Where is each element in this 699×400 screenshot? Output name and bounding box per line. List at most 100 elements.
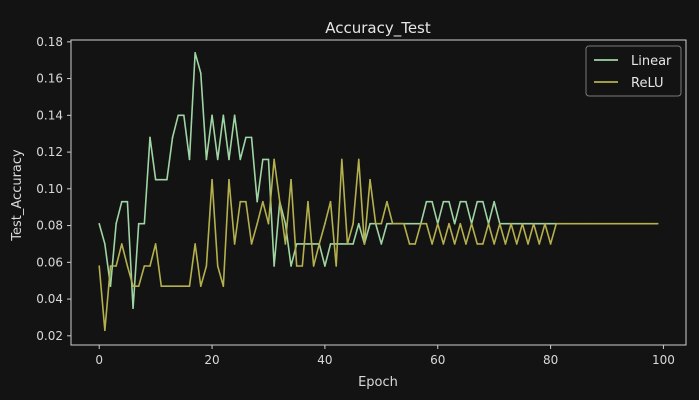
data-point-relu (397, 222, 400, 225)
data-point-relu (341, 158, 343, 161)
data-point-relu (606, 222, 608, 225)
data-point-relu (120, 243, 123, 245)
data-point-relu (611, 222, 614, 225)
data-point-relu (589, 222, 591, 225)
data-point-relu (420, 222, 422, 225)
y-tick-label: 0.14 (36, 108, 63, 122)
data-point-relu (171, 285, 174, 288)
data-point-linear (442, 200, 445, 203)
legend-label-relu: ReLU (631, 76, 664, 91)
y-tick-label: 0.08 (36, 219, 63, 233)
data-point-linear (504, 222, 507, 225)
data-point-relu (493, 243, 495, 245)
data-point-linear (222, 114, 225, 117)
data-point-linear (431, 200, 433, 203)
data-point-relu (363, 243, 366, 245)
data-point-linear (341, 243, 343, 245)
data-point-linear (171, 136, 174, 139)
data-point-relu (352, 222, 354, 225)
series-relu (98, 158, 659, 332)
y-tick-label: 0.02 (36, 329, 63, 343)
data-point-linear (126, 200, 129, 203)
data-point-relu (256, 222, 258, 225)
data-point-linear (205, 158, 208, 161)
data-point-relu (656, 222, 659, 225)
data-point-relu (211, 178, 213, 181)
y-tick-label: 0.10 (36, 182, 63, 196)
legend-box (585, 45, 682, 97)
x-axis-title: Epoch (358, 375, 398, 390)
data-point-linear (369, 222, 371, 225)
data-point-relu (301, 265, 304, 267)
data-point-relu (527, 243, 529, 245)
data-point-relu (284, 243, 287, 245)
data-point-relu (239, 200, 242, 203)
data-point-relu (555, 222, 558, 225)
data-point-linear (137, 222, 140, 225)
data-point-relu (262, 200, 264, 203)
data-point-relu (453, 243, 456, 245)
data-point-relu (403, 222, 405, 225)
data-point-relu (346, 243, 349, 245)
data-point-relu (470, 222, 473, 225)
data-point-linear (267, 158, 270, 161)
data-point-relu (380, 222, 383, 225)
data-point-linear (160, 178, 163, 181)
data-point-linear (98, 222, 101, 225)
legend-label-linear: Linear (631, 54, 672, 69)
data-point-relu (515, 243, 518, 245)
data-point-relu (436, 222, 439, 225)
data-point-relu (617, 222, 620, 225)
data-point-linear (154, 178, 157, 181)
x-tick-label: 20 (204, 353, 219, 367)
data-point-relu (278, 200, 281, 203)
data-point-relu (459, 222, 462, 225)
data-point-linear (194, 52, 196, 54)
data-point-linear (549, 222, 552, 225)
data-point-linear (228, 158, 230, 161)
data-point-relu (645, 222, 648, 225)
data-point-relu (329, 200, 332, 203)
data-point-relu (499, 222, 501, 225)
data-point-linear (143, 222, 146, 225)
data-point-linear (216, 158, 219, 161)
data-point-linear (538, 222, 541, 225)
data-point-relu (149, 265, 151, 267)
data-point-linear (132, 307, 134, 310)
data-point-linear (199, 72, 202, 74)
data-point-relu (600, 222, 603, 225)
data-point-relu (104, 329, 106, 332)
data-point-relu (273, 158, 275, 161)
data-point-relu (115, 265, 117, 267)
data-point-linear (414, 222, 416, 225)
data-point-linear (273, 265, 275, 267)
data-point-linear (166, 178, 168, 181)
data-point-relu (137, 285, 140, 288)
data-point-linear (476, 200, 479, 203)
data-point-relu (222, 285, 225, 288)
data-point-linear (211, 114, 213, 117)
chart-title: Accuracy_Test (325, 19, 431, 38)
y-tick-label: 0.06 (36, 255, 63, 269)
data-point-relu (295, 265, 298, 267)
data-point-linear (425, 200, 428, 203)
data-point-relu (109, 265, 112, 267)
data-point-linear (177, 114, 180, 117)
data-point-linear (115, 222, 117, 225)
data-point-relu (532, 222, 535, 225)
data-point-relu (194, 243, 196, 245)
data-point-linear (465, 200, 467, 203)
data-point-relu (267, 222, 270, 225)
data-point-relu (549, 243, 552, 245)
data-point-relu (442, 243, 445, 245)
data-point-relu (369, 178, 371, 181)
x-tick-label: 40 (317, 353, 332, 367)
y-tick-label: 0.18 (36, 35, 63, 49)
data-point-linear (245, 136, 247, 139)
x-tick-label: 60 (430, 353, 445, 367)
data-point-relu (572, 222, 574, 225)
data-point-linear (329, 243, 332, 245)
data-point-relu (132, 285, 134, 288)
data-point-relu (318, 243, 321, 245)
